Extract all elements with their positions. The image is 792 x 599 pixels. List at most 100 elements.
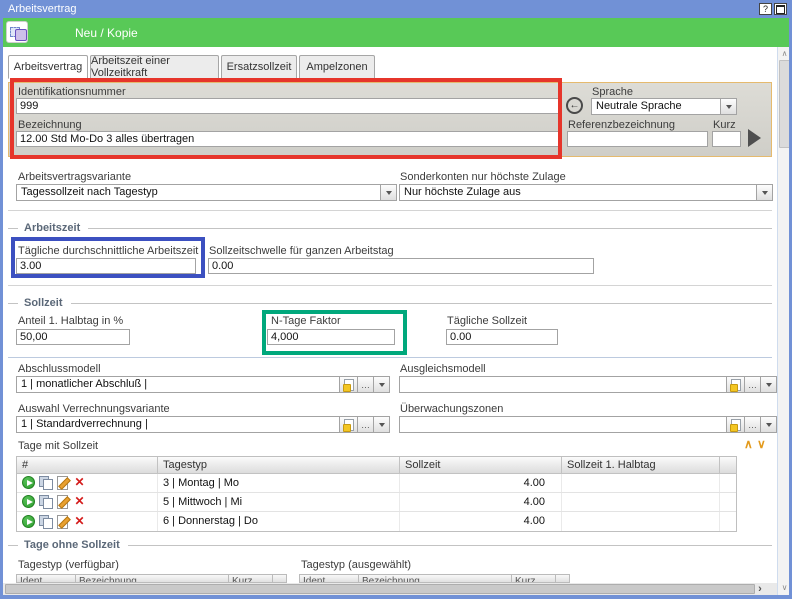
ueberwachungszonen-label: Überwachungszonen <box>400 403 504 415</box>
tab-arbeitsvertrag[interactable]: Arbeitsvertrag <box>8 55 88 79</box>
delete-row-icon[interactable]: ✕ <box>74 494 85 508</box>
col-header-kurz: Kurz <box>229 575 273 582</box>
tage-mit-sollzeit-table: # Tagestyp Sollzeit Sollzeit 1. Halbtag … <box>16 456 737 532</box>
cell-tagestyp[interactable]: 5 | Mittwoch | Mi <box>158 493 400 511</box>
maximize-icon[interactable] <box>774 3 787 15</box>
chevron-down-icon[interactable] <box>757 184 773 201</box>
row-actions: ✕ <box>17 474 158 492</box>
arbeitsvertragsvariante-select[interactable]: Tagessollzeit nach Tagestyp <box>16 184 397 201</box>
help-icon[interactable]: ? <box>759 3 772 15</box>
tagestyp-verfuegbar-label: Tagestyp (verfügbar) <box>18 559 119 571</box>
tab-ersatzsollzeit[interactable]: Ersatzsollzeit <box>221 55 297 79</box>
insert-row-icon[interactable] <box>22 476 35 489</box>
delete-row-icon[interactable]: ✕ <box>74 513 85 528</box>
taegliche-arbeitszeit-input[interactable] <box>16 258 196 274</box>
module-link-icon[interactable] <box>727 416 745 433</box>
copy-record-button[interactable] <box>6 21 28 43</box>
tab-ampelzonen[interactable]: Ampelzonen <box>299 55 375 79</box>
sonderkonten-label: Sonderkonten nur höchste Zulage <box>400 171 566 183</box>
title-bar[interactable]: Arbeitsvertrag ? <box>0 0 792 18</box>
table-row[interactable]: ✕ 5 | Mittwoch | Mi 4.00 <box>17 493 736 512</box>
edit-row-icon[interactable] <box>56 514 69 529</box>
kurz-input[interactable] <box>712 131 741 147</box>
play-icon[interactable] <box>748 129 761 147</box>
ueberwachungszonen-select[interactable]: … <box>399 416 777 433</box>
sprache-select[interactable]: Neutrale Sprache <box>591 98 737 115</box>
taegliche-sollzeit-input[interactable] <box>446 329 558 345</box>
kurz-label: Kurz <box>713 119 736 131</box>
sollzeitschwelle-input[interactable] <box>208 258 594 274</box>
cell-halbtag[interactable] <box>562 493 720 511</box>
copy-row-icon[interactable] <box>39 495 53 509</box>
col-header-bezeichnung: Bezeichnung <box>76 575 229 582</box>
module-link-icon[interactable] <box>727 376 745 393</box>
ueberwachungszonen-value[interactable] <box>399 416 727 433</box>
scroll-right-icon[interactable]: › <box>758 583 762 595</box>
insert-row-icon[interactable] <box>22 495 35 508</box>
delete-row-icon[interactable]: ✕ <box>74 475 85 489</box>
col-header-tagestyp[interactable]: Tagestyp <box>158 457 400 474</box>
ellipsis-button[interactable]: … <box>745 376 761 393</box>
table-row[interactable]: ✕ 6 | Donnerstag | Do 4.00 <box>17 512 736 531</box>
cell-halbtag[interactable] <box>562 512 720 531</box>
cell-sollzeit[interactable]: 4.00 <box>400 493 562 511</box>
chevron-down-icon[interactable] <box>374 416 390 433</box>
chevron-down-icon[interactable] <box>761 376 777 393</box>
horizontal-scrollbar-thumb[interactable] <box>5 584 755 594</box>
col-header-num[interactable]: # <box>17 457 158 474</box>
ausgleichsmodell-select[interactable]: … <box>399 376 777 393</box>
ellipsis-button[interactable]: … <box>358 416 374 433</box>
move-down-icon[interactable]: ∨ <box>757 437 766 451</box>
cell-halbtag[interactable] <box>562 474 720 492</box>
tab-arbeitszeit-vollzeitkraft[interactable]: Arbeitszeit einer Vollzeitkraft <box>90 55 219 79</box>
insert-row-icon[interactable] <box>22 514 35 528</box>
sprache-value[interactable]: Neutrale Sprache <box>591 98 721 115</box>
module-link-icon[interactable] <box>340 416 358 433</box>
horizontal-scrollbar[interactable]: › <box>3 583 777 595</box>
identifikationsnummer-input[interactable] <box>16 98 559 114</box>
cell-sollzeit[interactable]: 4.00 <box>400 512 562 531</box>
col-header-halbtag[interactable]: Sollzeit 1. Halbtag <box>562 457 720 474</box>
abschlussmodell-value[interactable]: 1 | monatlicher Abschluß | <box>16 376 340 393</box>
divider <box>8 210 772 211</box>
cell-sollzeit[interactable]: 4.00 <box>400 474 562 492</box>
sonderkonten-select[interactable]: Nur höchste Zulage aus <box>399 184 773 201</box>
module-link-icon[interactable] <box>340 376 358 393</box>
edit-row-icon[interactable] <box>56 476 69 490</box>
divider <box>8 357 772 358</box>
edit-row-icon[interactable] <box>56 495 69 509</box>
verrechnungsvariante-select[interactable]: 1 | Standardverrechnung | … <box>16 416 390 433</box>
chevron-down-icon[interactable] <box>721 98 737 115</box>
abschlussmodell-select[interactable]: 1 | monatlicher Abschluß | … <box>16 376 390 393</box>
copy-row-icon[interactable] <box>39 476 53 490</box>
sonderkonten-value[interactable]: Nur höchste Zulage aus <box>399 184 757 201</box>
bezeichnung-label: Bezeichnung <box>18 119 82 131</box>
verrechnungsvariante-value[interactable]: 1 | Standardverrechnung | <box>16 416 340 433</box>
move-up-icon[interactable]: ∧ <box>744 437 753 451</box>
tagestyp-verfuegbar-table[interactable]: Ident Bezeichnung Kurz <box>16 574 287 583</box>
cell-tagestyp[interactable]: 6 | Donnerstag | Do <box>158 512 400 531</box>
ellipsis-button[interactable]: … <box>745 416 761 433</box>
table-row[interactable]: ✕ 3 | Montag | Mo 4.00 <box>17 474 736 493</box>
scroll-down-icon[interactable]: ∨ <box>781 583 788 592</box>
scroll-up-icon[interactable]: ∧ <box>781 49 788 58</box>
referenzbezeichnung-input[interactable] <box>567 131 708 147</box>
vertical-scrollbar[interactable]: ∧ ∨ <box>777 47 790 595</box>
chevron-down-icon[interactable] <box>381 184 397 201</box>
anteil-halbtag-input[interactable] <box>16 329 130 345</box>
n-tage-faktor-input[interactable] <box>267 329 395 345</box>
bezeichnung-input[interactable] <box>16 131 559 147</box>
cell-tagestyp[interactable]: 3 | Montag | Mo <box>158 474 400 492</box>
tagestyp-ausgewaehlt-table[interactable]: Ident Bezeichnung Kurz <box>299 574 570 583</box>
arbeitsvertragsvariante-value[interactable]: Tagessollzeit nach Tagestyp <box>16 184 381 201</box>
back-arrow-button[interactable]: ← <box>566 97 583 114</box>
tagestyp-ausgewaehlt-label: Tagestyp (ausgewählt) <box>301 559 412 571</box>
ellipsis-button[interactable]: … <box>358 376 374 393</box>
ausgleichsmodell-value[interactable] <box>399 376 727 393</box>
row-actions: ✕ <box>17 512 158 531</box>
copy-row-icon[interactable] <box>39 514 53 529</box>
chevron-down-icon[interactable] <box>761 416 777 433</box>
col-header-kurz: Kurz <box>512 575 556 582</box>
col-header-sollzeit[interactable]: Sollzeit <box>400 457 562 474</box>
chevron-down-icon[interactable] <box>374 376 390 393</box>
